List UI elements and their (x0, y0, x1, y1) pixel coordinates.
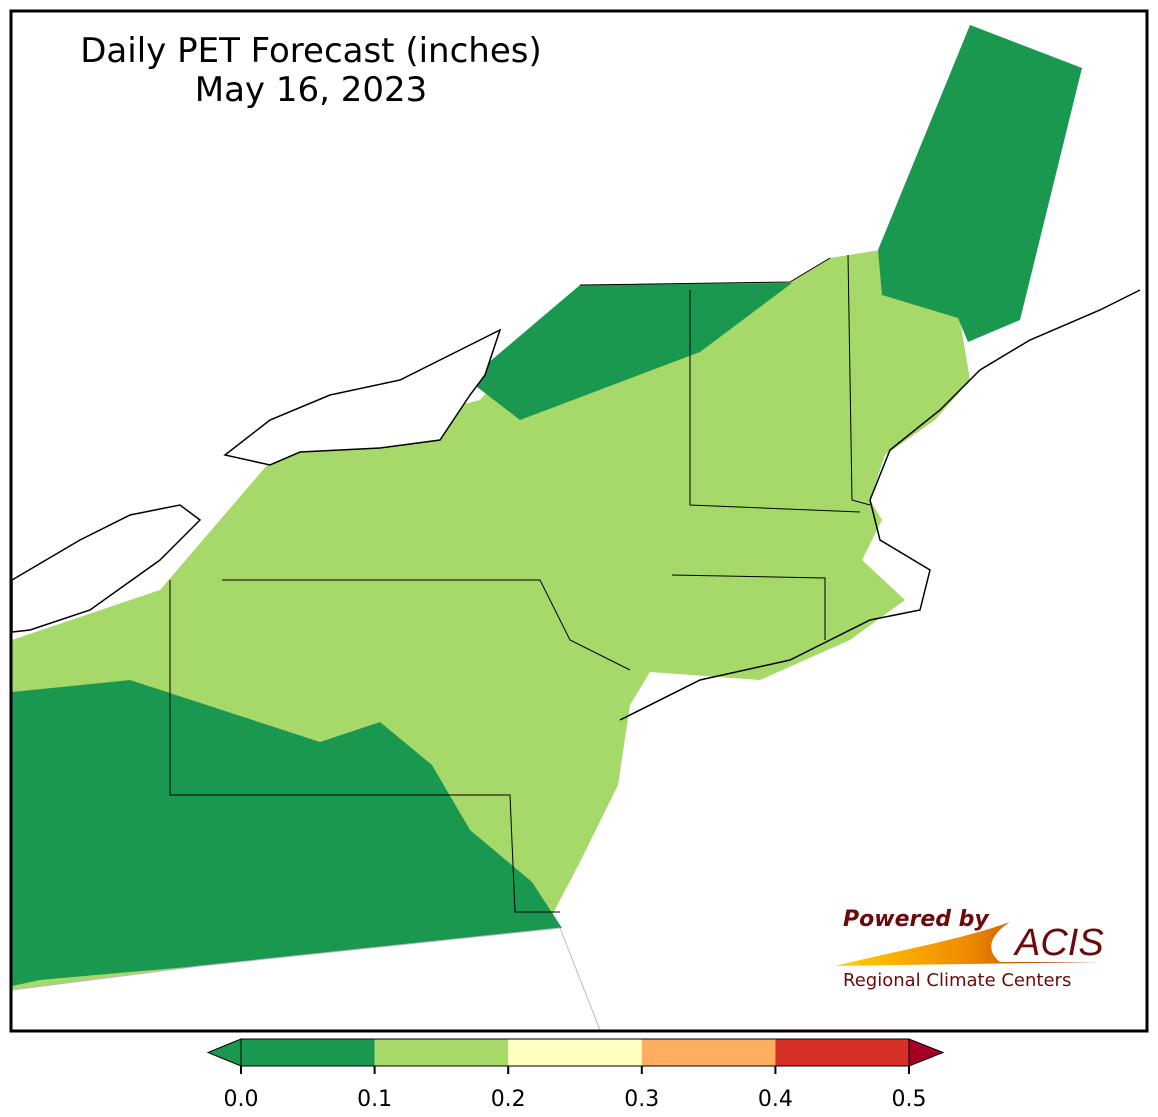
map-subtitle: May 16, 2023 (195, 70, 428, 110)
region-dark-green (878, 25, 1082, 342)
colorbar-tick-label: 0.2 (491, 1087, 526, 1112)
logo-powered-by: Powered by (843, 907, 990, 932)
colorbar-tick-label: 0.5 (892, 1087, 927, 1112)
logo: Powered by ACIS Regional Climate Centers (835, 907, 1104, 991)
colorbar-segment (508, 1039, 642, 1066)
logo-tagline: Regional Climate Centers (843, 970, 1071, 991)
colorbar-tick-label: 0.3 (624, 1087, 659, 1112)
region-dark-green (12, 680, 562, 986)
state-border (222, 579, 631, 671)
map-frame (9, 9, 1149, 1033)
colorbar-segment (775, 1039, 909, 1066)
map (9, 9, 1149, 1033)
colorbar-segment (374, 1039, 509, 1066)
colorbar-tick-label: 0.0 (224, 1087, 259, 1112)
colorbar: 0.0 0.1 0.2 0.3 0.4 0.5 (206, 1038, 945, 1112)
region-dark-green (468, 283, 792, 420)
state-border (689, 290, 861, 513)
colorbar-extend-high (908, 1038, 945, 1067)
coastline (619, 289, 1141, 721)
colorbar-outline (240, 1038, 910, 1067)
lake-ontario (223, 328, 502, 466)
map-title: Daily PET Forecast (inches) (80, 31, 541, 71)
lake-erie (11, 504, 202, 633)
colorbar-segment (641, 1039, 776, 1066)
colorbar-extend-low (206, 1038, 242, 1067)
colorbar-tick-label: 0.4 (758, 1087, 793, 1112)
state-border (169, 580, 560, 913)
logo-swoosh (835, 922, 1100, 966)
state-border (671, 574, 826, 640)
logo-name: ACIS (1013, 922, 1104, 964)
state-border (847, 254, 871, 506)
colorbar-tick-label: 0.1 (357, 1087, 392, 1112)
state-border (579, 257, 831, 286)
colorbar-segment (241, 1039, 375, 1066)
